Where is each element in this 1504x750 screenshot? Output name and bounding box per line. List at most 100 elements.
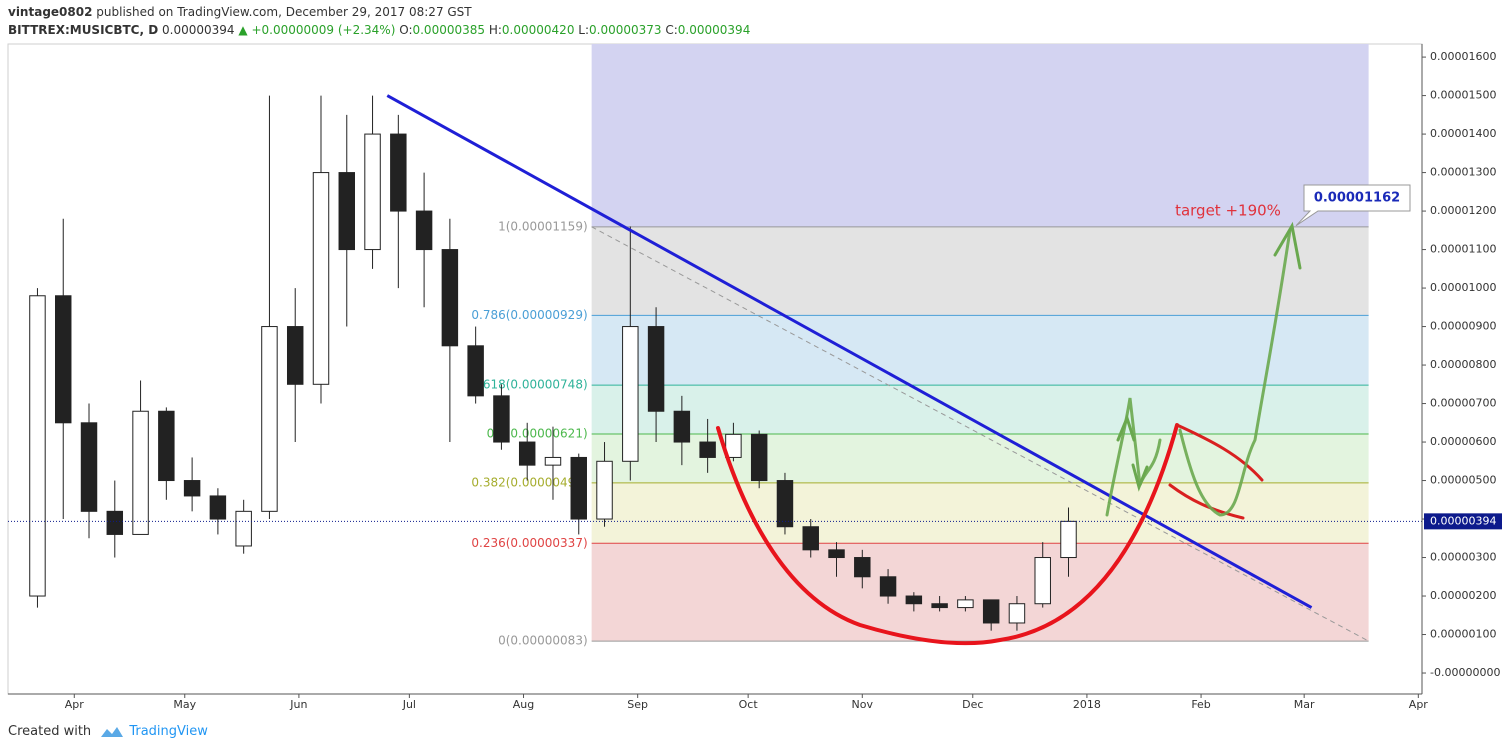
header-line: vintage0802 published on TradingView.com… xyxy=(8,3,750,21)
candle-body xyxy=(312,172,330,385)
arrow-drawing xyxy=(1116,221,1302,492)
y-tick-label: 0.00000800 xyxy=(1430,358,1496,371)
y-tick-label: 0.00000700 xyxy=(1430,397,1496,410)
brand[interactable]: TradingView xyxy=(129,724,208,739)
candle-body xyxy=(80,422,98,512)
fib-label: 1(0.00001159) xyxy=(498,219,588,233)
y-tick-label: 0.00000300 xyxy=(1430,551,1496,564)
ohlc-value: 0.00000394 xyxy=(677,23,751,37)
x-tick-label: Dec xyxy=(962,698,983,711)
y-tick-label: 0.00000900 xyxy=(1430,320,1496,333)
candle-body xyxy=(1060,520,1077,559)
candle-body xyxy=(622,326,639,462)
fib-diagonal xyxy=(591,226,1369,642)
candle-body xyxy=(1008,603,1026,624)
fib-zone xyxy=(591,482,1369,544)
candle-body xyxy=(441,249,459,347)
candle-body xyxy=(596,460,613,520)
candle-body xyxy=(957,599,974,609)
x-tick-label: May xyxy=(173,698,196,711)
candle-body xyxy=(647,326,665,412)
candle-body xyxy=(802,526,819,551)
header: vintage0802 published on TradingView.com… xyxy=(8,3,750,39)
candle-body xyxy=(1034,557,1051,605)
x-tick-label: 2018 xyxy=(1073,698,1101,711)
y-tick-label: 0.00001200 xyxy=(1430,204,1496,217)
y-tick-label: 0.00001000 xyxy=(1430,281,1496,294)
fib-zone xyxy=(591,44,1369,227)
y-tick-label: 0.00001300 xyxy=(1430,166,1496,179)
fib-zone xyxy=(591,385,1369,434)
ohlc-value: 0.00000373 xyxy=(589,23,662,37)
fib-label: 0.618(0.00000748) xyxy=(471,378,587,392)
x-tick-label: Apr xyxy=(1409,698,1429,711)
marks: target +190% 0.00001162 xyxy=(8,94,1422,631)
candle-body xyxy=(982,599,1000,624)
fib-label: 0(0.00000083) xyxy=(498,634,588,648)
ohlc-label: H: xyxy=(488,23,502,37)
candle-body xyxy=(828,549,845,559)
symbol: BITTREX:MUSICBTC, D xyxy=(8,23,159,37)
candle-body xyxy=(905,595,923,605)
change: +0.00000009 (+2.34%) xyxy=(251,23,396,37)
drawings xyxy=(716,221,1302,646)
candle-body xyxy=(673,410,691,443)
y-tick-label: 0.00001500 xyxy=(1430,89,1496,102)
published: published on TradingView.com, December 2… xyxy=(96,5,472,19)
candle-body xyxy=(29,295,46,597)
candle-body xyxy=(158,410,175,482)
trendline xyxy=(386,94,1313,609)
created: Created with xyxy=(8,724,92,739)
x-tick-label: Mar xyxy=(1294,698,1315,711)
y-tick-label: 0.00000500 xyxy=(1430,474,1496,487)
fib-zone xyxy=(591,433,1369,483)
y-tick-label: 0.00000200 xyxy=(1430,589,1496,602)
candle-body xyxy=(209,495,227,520)
fib-label: 0.786(0.00000929) xyxy=(471,308,587,322)
axes: -0.00000000 0.00000100 0.00000200 0.0000030… xyxy=(8,44,1502,711)
candle-body xyxy=(467,345,484,397)
x-tick-label: Sep xyxy=(627,698,648,711)
callout-box xyxy=(1295,184,1411,227)
ohlc-label: O: xyxy=(399,23,413,37)
candle-body xyxy=(518,441,536,466)
footer: Created with TradingView xyxy=(8,724,208,739)
ohlc-label: L: xyxy=(578,23,590,37)
handle-drawing xyxy=(1168,423,1264,520)
x-tick-label: Feb xyxy=(1191,698,1210,711)
y-tick-label: -0.00000000 xyxy=(1430,666,1500,679)
candle-body xyxy=(132,410,149,535)
ohlc-value: 0.00000385 xyxy=(412,23,486,37)
candle-body xyxy=(415,210,433,251)
y-tick-label: 0.00001600 xyxy=(1430,50,1496,63)
candle-body xyxy=(106,510,124,535)
candle-body xyxy=(879,576,897,597)
candle-body xyxy=(261,326,278,512)
candle-body xyxy=(493,395,510,443)
y-tick-label: 0.00001400 xyxy=(1430,127,1496,140)
callout-text: 0.00001162 xyxy=(1314,191,1400,206)
last: 0.00000394 xyxy=(162,23,235,37)
candle-body xyxy=(725,433,742,458)
ohlc-label: C: xyxy=(665,23,678,37)
candle-body xyxy=(286,326,304,385)
x-tick-label: Apr xyxy=(65,698,85,711)
fib-label: 0.382(0.00000494) xyxy=(471,475,587,489)
last-price-label: 0.00000394 xyxy=(1430,514,1496,527)
arrow: ▲ xyxy=(238,23,248,37)
candle-body xyxy=(235,510,252,547)
candle-body xyxy=(776,480,794,528)
candle-body xyxy=(390,133,407,212)
fib-label: 0.5(0.00000621) xyxy=(487,426,588,440)
x-tick-label: Oct xyxy=(739,698,759,711)
logo xyxy=(101,726,124,737)
y-tick-label: 0.00000600 xyxy=(1430,435,1496,448)
fib-label: 0.236(0.00000337) xyxy=(471,536,587,550)
candle-body xyxy=(750,433,768,482)
publisher[interactable]: vintage0802 xyxy=(8,5,93,19)
candle-body xyxy=(55,295,72,424)
fib-zones: 0(0.00000083) 0.236(0.00000337) 0.382(0.00… xyxy=(471,44,1369,648)
x-tick-label: Jun xyxy=(289,698,307,711)
